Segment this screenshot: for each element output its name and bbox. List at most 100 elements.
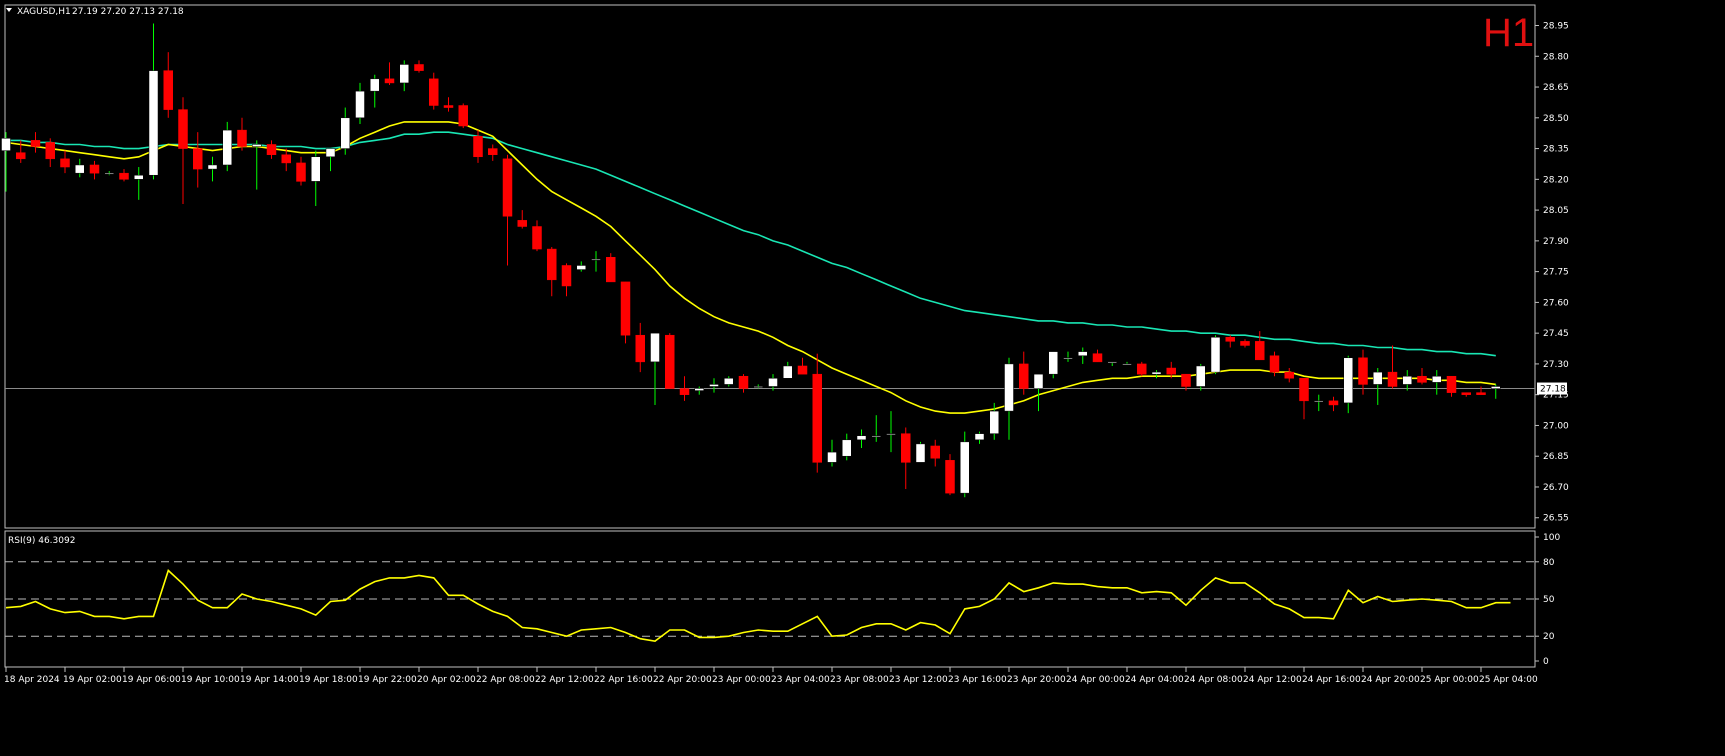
candle[interactable] <box>812 353 822 473</box>
candle[interactable] <box>886 411 896 453</box>
candle[interactable] <box>1063 351 1073 362</box>
candle[interactable] <box>1240 339 1250 348</box>
candle[interactable] <box>856 429 867 449</box>
candle[interactable] <box>89 160 100 180</box>
candle[interactable] <box>355 82 365 124</box>
candle[interactable] <box>119 169 129 182</box>
candle[interactable] <box>1387 345 1398 389</box>
candle[interactable] <box>252 140 262 190</box>
candle[interactable] <box>1269 351 1280 377</box>
candle[interactable] <box>16 140 26 163</box>
candle[interactable] <box>1402 370 1412 391</box>
candle[interactable] <box>178 97 188 204</box>
candle[interactable] <box>1284 368 1294 383</box>
candle[interactable] <box>1107 361 1117 366</box>
candle[interactable] <box>193 132 203 188</box>
candle[interactable] <box>1122 361 1132 366</box>
candle[interactable] <box>1166 361 1176 379</box>
candle[interactable] <box>1461 392 1471 397</box>
candle[interactable] <box>473 130 483 163</box>
candle[interactable] <box>45 138 55 168</box>
candle[interactable] <box>1491 384 1501 399</box>
triangle-down-icon[interactable] <box>6 8 12 12</box>
candle[interactable] <box>930 439 940 467</box>
candle[interactable] <box>650 332 660 405</box>
candle[interactable] <box>414 60 424 73</box>
candle[interactable] <box>576 261 586 272</box>
candle[interactable] <box>281 148 291 172</box>
candle[interactable] <box>1196 363 1206 391</box>
candle[interactable] <box>266 140 277 159</box>
candle[interactable] <box>989 402 999 440</box>
candle[interactable] <box>547 247 557 297</box>
candle[interactable] <box>694 386 704 395</box>
candle[interactable] <box>1210 335 1221 375</box>
candle[interactable] <box>325 148 336 172</box>
candle[interactable] <box>620 281 631 344</box>
candle[interactable] <box>591 251 601 272</box>
candle[interactable] <box>517 210 527 229</box>
candle[interactable] <box>1137 361 1147 377</box>
candle[interactable] <box>384 62 395 85</box>
candle[interactable] <box>753 384 763 389</box>
candle[interactable] <box>458 103 468 129</box>
candle[interactable] <box>207 156 218 182</box>
candle[interactable] <box>134 167 144 200</box>
candle[interactable] <box>399 60 409 92</box>
candle[interactable] <box>163 52 173 118</box>
candle[interactable] <box>1255 331 1265 361</box>
candles[interactable] <box>1 23 1501 498</box>
candle[interactable] <box>797 357 808 375</box>
candle[interactable] <box>738 374 749 393</box>
candle[interactable] <box>429 72 439 110</box>
candle[interactable] <box>827 439 837 467</box>
candle[interactable] <box>370 74 380 108</box>
candle[interactable] <box>60 150 70 174</box>
candle[interactable] <box>1225 335 1235 348</box>
candle[interactable] <box>311 150 321 206</box>
candle[interactable] <box>1092 349 1103 363</box>
candle[interactable] <box>148 23 159 180</box>
candle[interactable] <box>75 158 85 178</box>
candle[interactable] <box>1417 368 1427 385</box>
candle[interactable] <box>1343 355 1353 414</box>
candle[interactable] <box>1299 378 1309 420</box>
candle[interactable] <box>1019 351 1029 395</box>
candle[interactable] <box>30 132 41 153</box>
candle[interactable] <box>340 107 350 155</box>
candle[interactable] <box>1476 386 1486 395</box>
candle[interactable] <box>635 322 645 373</box>
candle[interactable] <box>871 415 881 442</box>
candle[interactable] <box>1373 368 1383 405</box>
candle[interactable] <box>724 376 734 387</box>
candle[interactable] <box>1078 347 1088 364</box>
candle[interactable] <box>945 454 955 496</box>
candle[interactable] <box>1048 351 1058 379</box>
candle[interactable] <box>709 378 719 393</box>
candle[interactable] <box>296 156 306 186</box>
candle[interactable] <box>502 154 513 266</box>
candle[interactable] <box>104 171 114 176</box>
candle[interactable] <box>783 361 793 379</box>
candle[interactable] <box>561 263 572 297</box>
candle[interactable] <box>1328 396 1339 412</box>
candle[interactable] <box>842 433 852 461</box>
candle[interactable] <box>443 97 454 112</box>
candle[interactable] <box>679 376 690 401</box>
candle[interactable] <box>1181 373 1191 391</box>
candle[interactable] <box>960 431 970 498</box>
candle[interactable] <box>915 441 926 463</box>
candle[interactable] <box>237 117 247 151</box>
candle[interactable] <box>768 374 778 391</box>
candle[interactable] <box>606 253 616 283</box>
candle[interactable] <box>1358 349 1368 395</box>
candle[interactable] <box>1151 370 1162 379</box>
candle[interactable] <box>665 333 675 389</box>
candle[interactable] <box>1314 394 1324 412</box>
candle[interactable] <box>974 431 985 444</box>
candle[interactable] <box>1432 370 1442 395</box>
candle[interactable] <box>901 427 911 490</box>
candle[interactable] <box>1033 373 1044 412</box>
candle[interactable] <box>532 220 542 252</box>
candle[interactable] <box>1 132 11 192</box>
